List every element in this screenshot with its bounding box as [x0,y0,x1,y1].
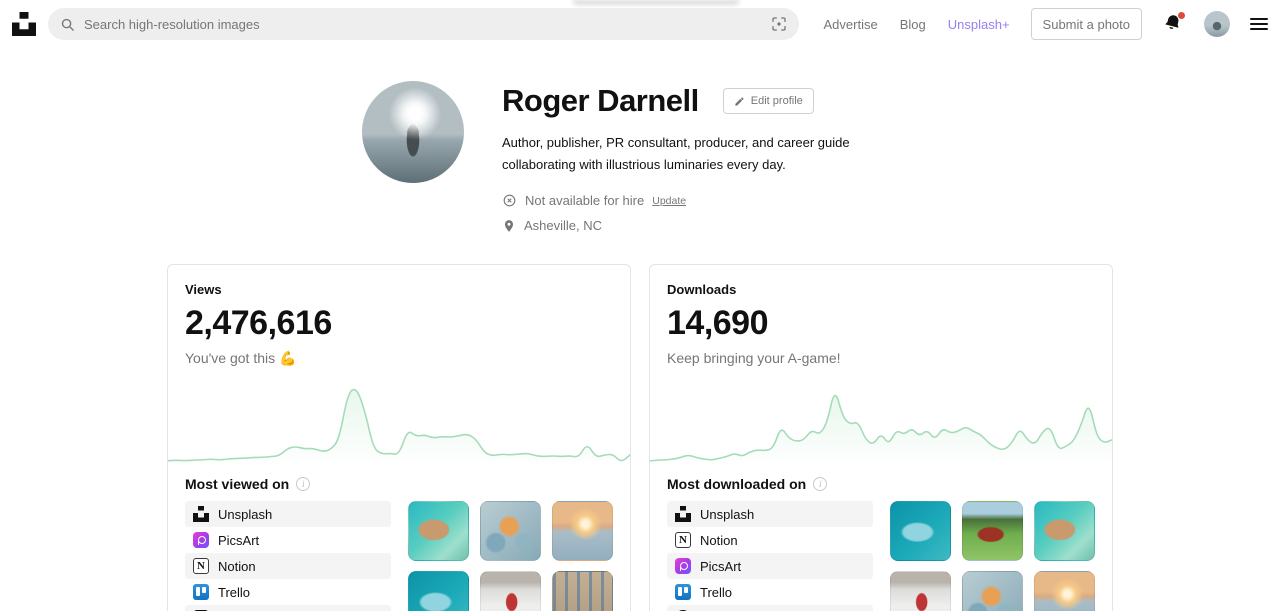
profile-header: Roger Darnell Edit profile Author, publi… [362,81,1280,233]
platform-row-squarespace[interactable]: Squarespace [667,605,873,611]
platform-row-trello[interactable]: Trello [667,579,873,605]
nav-link-blog[interactable]: Blog [899,16,926,32]
platform-row-notion[interactable]: Notion [667,527,873,553]
search-bar[interactable] [48,8,799,40]
edit-profile-label: Edit profile [750,95,803,107]
downloads-sparkline [650,395,1112,469]
edit-profile-button[interactable]: Edit profile [722,88,814,114]
profile-name: Roger Darnell [502,83,699,118]
views-title: Views [185,282,222,298]
views-sparkline [168,388,630,469]
window-shadow-artifact [572,0,740,5]
photo-thumbnail-child-in-snow[interactable] [480,571,541,611]
photo-thumbnail-sunset-harbor[interactable] [1034,571,1095,611]
photo-thumbnail-sea-turtle[interactable] [1034,501,1095,562]
profile-avatar[interactable] [362,81,464,183]
photo-thumbnail-sea-turtle[interactable] [408,501,469,562]
location-pin-icon [502,219,516,233]
unsplash-logo[interactable] [12,12,36,36]
stats-section: Views 2,476,616 You've got this 💪 Most v… [167,264,1113,611]
pencil-icon [734,96,745,107]
platform-row-picsart[interactable]: PicsArt [667,553,873,580]
unsplash-icon [675,506,691,523]
platform-row-notion[interactable]: Notion [185,553,391,580]
trello-icon [193,584,209,601]
nav-link-unsplash-plus[interactable]: Unsplash+ [947,16,1010,32]
views-chart[interactable] [168,376,630,469]
platform-row-trello[interactable]: Trello [185,579,391,605]
most-viewed-platform-list: Unsplash PicsArt Notion Trello Instructu… [185,501,391,611]
not-available-icon [502,193,517,208]
platform-label: PicsArt [218,532,260,548]
availability-status: Not available for hire [525,193,645,209]
platform-row-picsart[interactable]: PicsArt [185,527,391,553]
platform-label: Notion [218,558,256,574]
search-icon [60,17,75,32]
notification-dot [1178,12,1185,19]
platform-label: Unsplash [700,506,755,522]
photo-thumbnail-octopus[interactable] [480,501,541,562]
nav-link-advertise[interactable]: Advertise [823,16,878,32]
photo-thumbnail-stingray[interactable] [408,571,469,611]
photo-thumbnail-cathedral[interactable] [552,571,613,611]
platform-row-unsplash[interactable]: Unsplash [667,501,873,528]
photo-thumbnail-red-barn[interactable] [962,501,1023,562]
user-avatar-small[interactable] [1204,11,1230,37]
submit-photo-button[interactable]: Submit a photo [1030,8,1142,40]
platform-label: Notion [700,532,738,548]
picsart-icon [675,558,691,575]
photo-thumbnail-octopus[interactable] [962,571,1023,611]
search-input[interactable] [84,16,762,32]
platform-label: Trello [218,584,251,600]
most-viewed-thumbnails [408,501,613,611]
views-subtitle: You've got this 💪 [185,350,297,367]
info-icon[interactable]: i [296,477,311,492]
downloads-subtitle: Keep bringing your A-game! [667,350,841,367]
trello-icon [675,584,691,601]
unsplash-icon [193,506,209,523]
photo-thumbnail-sunset-harbor[interactable] [552,501,613,562]
downloads-card: Downloads 14,690 Keep bringing your A-ga… [649,264,1113,611]
notion-icon [675,532,691,549]
downloads-chart[interactable] [650,376,1112,469]
info-icon[interactable]: i [813,477,828,492]
navbar: Advertise Blog Unsplash+ Submit a photo [0,0,1280,48]
profile-bio: Author, publisher, PR consultant, produc… [502,135,850,173]
views-value: 2,476,616 [185,304,332,343]
photo-thumbnail-child-in-snow[interactable] [890,571,951,611]
profile-info: Roger Darnell Edit profile Author, publi… [502,81,932,233]
navbar-right: Advertise Blog Unsplash+ Submit a photo [813,8,1268,40]
profile-location[interactable]: Asheville, NC [524,218,603,234]
most-downloaded-platform-list: Unsplash Notion PicsArt Trello Squarespa… [667,501,873,611]
most-viewed-on-title: Most viewed on [185,476,290,493]
platform-label: Unsplash [218,506,273,522]
menu-icon[interactable] [1250,14,1268,34]
picsart-icon [193,532,209,549]
most-downloaded-thumbnails [890,501,1095,611]
platform-row-instructure[interactable]: Instructure [185,605,391,611]
platform-label: PicsArt [700,558,742,574]
photo-thumbnail-stingray[interactable] [890,501,951,562]
views-card: Views 2,476,616 You've got this 💪 Most v… [167,264,631,611]
downloads-value: 14,690 [667,304,769,343]
platform-row-unsplash[interactable]: Unsplash [185,501,391,528]
notifications-bell-icon[interactable] [1162,12,1185,35]
downloads-title: Downloads [667,282,737,298]
update-availability-link[interactable]: Update [652,194,687,207]
platform-label: Trello [700,584,733,600]
most-downloaded-on-title: Most downloaded on [667,476,807,493]
notion-icon [193,558,209,575]
visual-search-icon[interactable] [771,16,787,32]
